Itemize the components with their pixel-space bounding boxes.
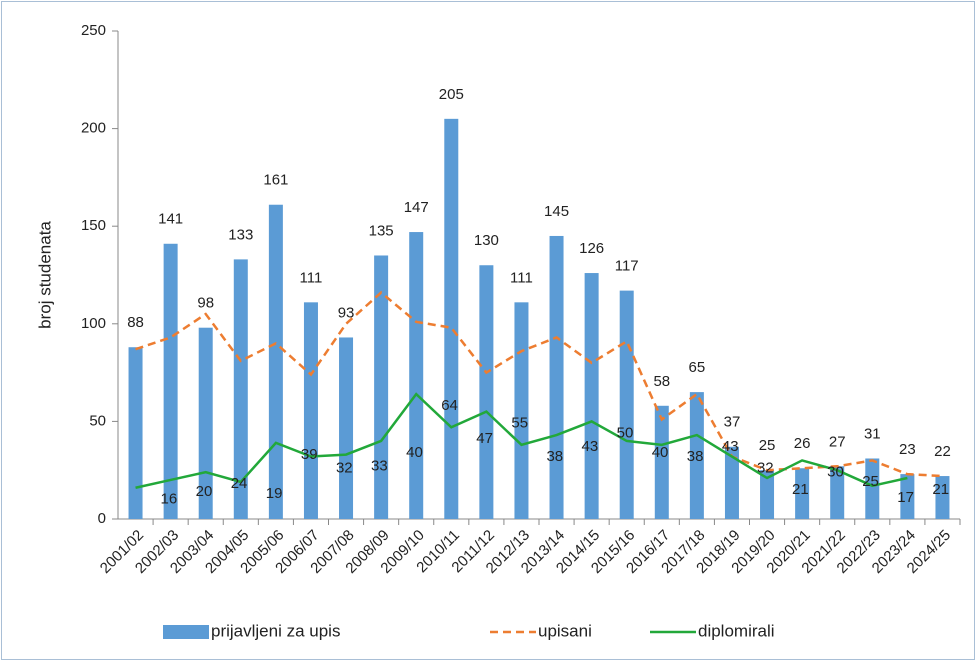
bar — [654, 405, 669, 519]
bar-label: 58 — [653, 373, 670, 390]
y-axis-label: broj studenata — [35, 221, 54, 329]
bar — [724, 446, 739, 519]
y-tick-label: 250 — [81, 22, 106, 39]
line-label: 40 — [406, 444, 423, 461]
line-label: 47 — [476, 430, 493, 447]
bar — [865, 458, 880, 519]
bar — [198, 327, 213, 519]
line-label: 33 — [371, 458, 388, 475]
bar — [549, 235, 564, 519]
line-label: 21 — [932, 481, 949, 498]
line-label: 39 — [301, 446, 318, 463]
bar-label: 25 — [759, 437, 776, 454]
bar — [935, 476, 950, 519]
line-label: 17 — [897, 489, 914, 506]
bar-label: 141 — [158, 211, 183, 228]
bar-label: 31 — [864, 425, 881, 442]
line-series — [135, 392, 908, 489]
bar-label: 98 — [197, 295, 214, 312]
line-label: 21 — [792, 481, 809, 498]
bar — [830, 466, 845, 519]
bar-label: 205 — [439, 86, 464, 103]
bar — [268, 204, 283, 519]
bar — [514, 302, 529, 519]
bar-label: 161 — [263, 172, 288, 189]
y-tick-label: 50 — [89, 412, 106, 429]
line-label: 38 — [546, 448, 563, 465]
bar-label: 111 — [510, 269, 533, 286]
bar — [374, 255, 389, 520]
bar — [128, 347, 143, 519]
bar-label: 65 — [689, 359, 706, 376]
y-tick-label: 150 — [81, 217, 106, 234]
legend-swatch — [163, 625, 209, 639]
legend-label: diplomirali — [698, 621, 775, 640]
bar-label: 133 — [228, 226, 253, 243]
bar — [233, 259, 248, 519]
line-label: 43 — [582, 438, 599, 455]
bar — [444, 118, 459, 519]
bar-label: 130 — [474, 232, 499, 249]
bar-label: 135 — [369, 222, 394, 239]
line-label: 25 — [862, 473, 879, 490]
line-label: 50 — [617, 424, 634, 441]
line-label: 38 — [687, 448, 704, 465]
bar — [584, 273, 599, 519]
legend-label: prijavljeni za upis — [211, 621, 340, 640]
bar — [163, 243, 178, 519]
line-label: 24 — [231, 475, 248, 492]
line-label: 32 — [757, 460, 774, 477]
bar — [479, 265, 494, 519]
bar — [689, 392, 704, 519]
bar-label: 126 — [579, 240, 604, 257]
bar — [409, 232, 424, 519]
bar-label: 27 — [829, 433, 846, 450]
line-label: 19 — [266, 485, 283, 502]
bar — [619, 290, 634, 519]
bar — [900, 474, 915, 519]
line-label: 43 — [722, 438, 739, 455]
line-label: 30 — [827, 463, 844, 480]
bar-label: 88 — [127, 314, 144, 331]
y-tick-label: 100 — [81, 315, 106, 332]
bar-label: 145 — [544, 203, 569, 220]
bar — [795, 468, 810, 519]
y-tick-label: 200 — [81, 120, 106, 137]
bar-label: 147 — [404, 199, 429, 216]
bar — [760, 470, 775, 519]
bar — [339, 337, 354, 519]
bar-label: 26 — [794, 435, 811, 452]
y-tick-label: 0 — [98, 510, 106, 527]
line-label: 64 — [441, 397, 458, 414]
bar-label: 22 — [934, 443, 951, 460]
bar-label: 111 — [300, 269, 323, 286]
line-label: 40 — [652, 444, 669, 461]
bar-label: 37 — [724, 414, 741, 431]
legend-label: upisani — [538, 621, 592, 640]
line-series — [135, 290, 943, 478]
bar-label: 117 — [615, 258, 639, 275]
bar-label: 93 — [338, 304, 355, 321]
bar — [303, 302, 318, 519]
bar-label: 23 — [899, 441, 916, 458]
line-label: 32 — [336, 460, 353, 477]
line-label: 20 — [196, 483, 213, 500]
line-label: 16 — [161, 491, 178, 508]
line-label: 55 — [511, 415, 528, 432]
